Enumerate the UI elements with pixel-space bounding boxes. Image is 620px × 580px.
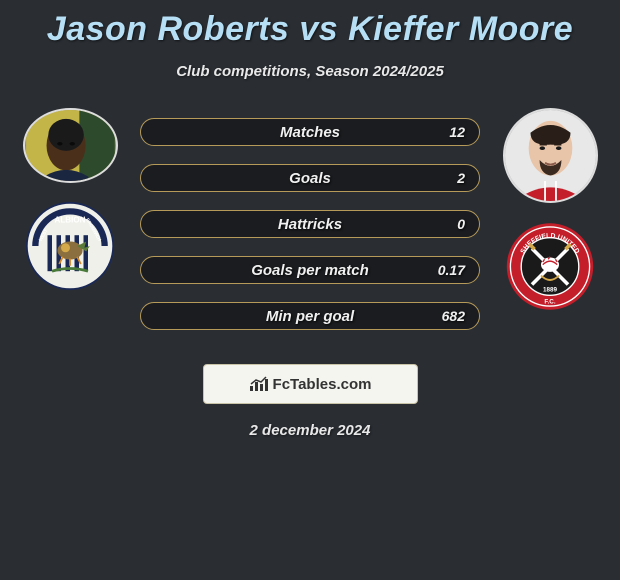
stat-value-right: 0 — [457, 216, 465, 232]
stat-value-right: 12 — [449, 124, 465, 140]
player-portrait-icon — [505, 110, 596, 201]
sheffield-utd-badge-icon: SHEFFIELD UNITED F.C. 1889 — [505, 219, 595, 314]
svg-text:F.C.: F.C. — [544, 298, 555, 305]
date-text: 2 december 2024 — [0, 422, 620, 439]
stat-value-right: 682 — [442, 308, 465, 324]
stat-row-hattricks: Hattricks 0 — [140, 210, 480, 238]
stat-label: Goals — [289, 170, 331, 187]
stat-value-right: 0.17 — [438, 262, 465, 278]
player-portrait-icon — [25, 110, 116, 181]
svg-text:1889: 1889 — [543, 286, 558, 293]
wba-badge-icon: ALBION WEST BROMWICH — [25, 201, 115, 291]
stat-value-right: 2 — [457, 170, 465, 186]
stat-label: Min per goal — [266, 308, 354, 325]
stat-label: Goals per match — [251, 262, 369, 279]
right-club-badge: SHEFFIELD UNITED F.C. 1889 — [505, 221, 595, 311]
right-player-column: SHEFFIELD UNITED F.C. 1889 — [490, 108, 610, 311]
stat-row-matches: Matches 12 — [140, 118, 480, 146]
left-club-badge: ALBION WEST BROMWICH — [25, 201, 115, 291]
subtitle: Club competitions, Season 2024/2025 — [0, 63, 620, 80]
watermark: FcTables.com — [203, 364, 418, 404]
stat-row-min-per-goal: Min per goal 682 — [140, 302, 480, 330]
comparison-content: ALBION WEST BROMWICH — [0, 108, 620, 348]
stat-label: Matches — [280, 124, 340, 141]
left-player-photo — [23, 108, 118, 183]
right-player-photo — [503, 108, 598, 203]
stat-row-goals: Goals 2 — [140, 164, 480, 192]
svg-text:ALBION: ALBION — [55, 216, 86, 225]
chart-icon — [249, 376, 269, 392]
stat-label: Hattricks — [278, 216, 342, 233]
stat-row-goals-per-match: Goals per match 0.17 — [140, 256, 480, 284]
watermark-text: FcTables.com — [273, 376, 372, 393]
left-player-column: ALBION WEST BROMWICH — [10, 108, 130, 291]
page-title: Jason Roberts vs Kieffer Moore — [0, 0, 620, 49]
stats-list: Matches 12 Goals 2 Hattricks 0 Goals per… — [140, 118, 480, 330]
